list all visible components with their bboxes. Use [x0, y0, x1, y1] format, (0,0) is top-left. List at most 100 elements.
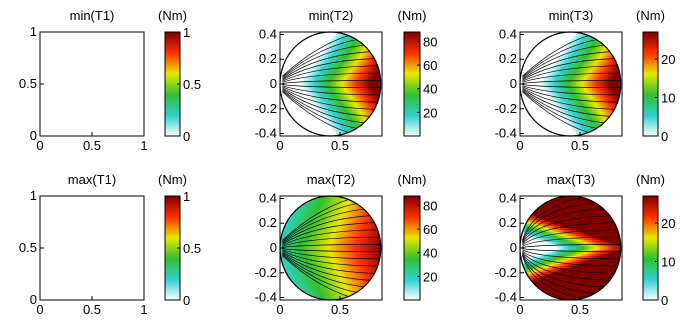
field-cell	[536, 40, 539, 43]
field-cell	[578, 106, 581, 109]
field-cell	[556, 42, 559, 45]
field-cell	[546, 116, 549, 119]
field-cell	[576, 52, 579, 55]
field-cell	[326, 46, 329, 49]
field-cell	[576, 110, 579, 113]
colorbar-cell	[165, 112, 180, 115]
field-cell	[320, 72, 323, 75]
field-cell	[298, 34, 301, 37]
field-cell	[290, 108, 293, 111]
field-cell	[524, 100, 527, 103]
field-cell	[348, 54, 351, 57]
field-cell	[594, 72, 597, 75]
field-cell	[534, 118, 537, 121]
field-cell	[366, 62, 369, 65]
field-cell	[370, 96, 373, 99]
field-cell	[594, 108, 597, 111]
field-cell	[352, 34, 355, 37]
field-cell	[566, 36, 569, 39]
field-cell	[374, 36, 377, 39]
field-cell	[372, 44, 375, 47]
field-cell	[302, 124, 305, 127]
field-cell	[546, 106, 549, 109]
field-cell	[552, 116, 555, 119]
field-cell	[558, 66, 561, 69]
field-cell	[526, 108, 529, 111]
field-cell	[564, 104, 567, 107]
field-cell	[350, 106, 353, 109]
field-cell	[378, 88, 381, 91]
field-cell	[598, 94, 601, 97]
field-cell	[296, 40, 299, 43]
field-cell	[366, 130, 369, 133]
field-cell	[550, 120, 553, 123]
field-cell	[524, 66, 527, 69]
field-cell	[294, 52, 297, 55]
field-cell	[336, 50, 339, 53]
field-cell	[578, 70, 581, 73]
field-cell	[376, 66, 379, 69]
field-cell	[560, 48, 563, 51]
field-cell	[312, 46, 315, 49]
field-cell	[544, 70, 547, 73]
field-cell	[572, 58, 575, 61]
field-cell	[320, 128, 323, 131]
field-cell	[308, 88, 311, 91]
field-cell	[560, 70, 563, 73]
field-cell	[524, 42, 527, 45]
colorbar-cell	[165, 92, 180, 95]
field-cell	[590, 104, 593, 107]
field-cell	[322, 126, 325, 129]
field-cell	[346, 70, 349, 73]
field-cell	[330, 106, 333, 109]
field-cell	[348, 72, 351, 75]
field-cell	[356, 58, 359, 61]
field-cell	[324, 60, 327, 63]
field-cell	[588, 122, 591, 125]
field-cell	[546, 132, 549, 135]
field-cell	[578, 76, 581, 79]
field-cell	[342, 132, 345, 135]
field-cell	[544, 86, 547, 89]
field-cell	[372, 66, 375, 69]
field-cell	[526, 102, 529, 105]
field-cell	[302, 96, 305, 99]
field-cell	[564, 124, 567, 127]
field-cell	[546, 86, 549, 89]
field-cell	[580, 74, 583, 77]
field-cell	[326, 96, 329, 99]
field-cell	[536, 86, 539, 89]
field-cell	[332, 84, 335, 87]
field-cell	[554, 110, 557, 113]
field-cell	[338, 110, 341, 113]
field-cell	[300, 102, 303, 105]
field-cell	[586, 80, 589, 83]
field-cell	[308, 76, 311, 79]
field-cell	[308, 42, 311, 45]
field-cell	[352, 40, 355, 43]
field-cell	[530, 58, 533, 61]
field-cell	[556, 122, 559, 125]
field-cell	[324, 130, 327, 133]
field-cell	[332, 42, 335, 45]
field-cell	[340, 132, 343, 135]
field-cell	[370, 46, 373, 49]
field-cell	[566, 112, 569, 115]
field-cell	[306, 100, 309, 103]
field-cell	[558, 72, 561, 75]
field-cell	[530, 128, 533, 131]
field-cell	[578, 116, 581, 119]
field-cell	[370, 132, 373, 135]
field-cell	[540, 90, 543, 93]
field-cell	[348, 112, 351, 115]
colorbar-cell	[165, 86, 180, 89]
field-cell	[314, 52, 317, 55]
field-cell	[532, 34, 535, 37]
field-cell	[340, 122, 343, 125]
field-cell	[328, 50, 331, 53]
field-cell	[584, 100, 587, 103]
field-cell	[522, 118, 525, 121]
field-cell	[334, 72, 337, 75]
field-cell	[296, 106, 299, 109]
field-cell	[332, 36, 335, 39]
